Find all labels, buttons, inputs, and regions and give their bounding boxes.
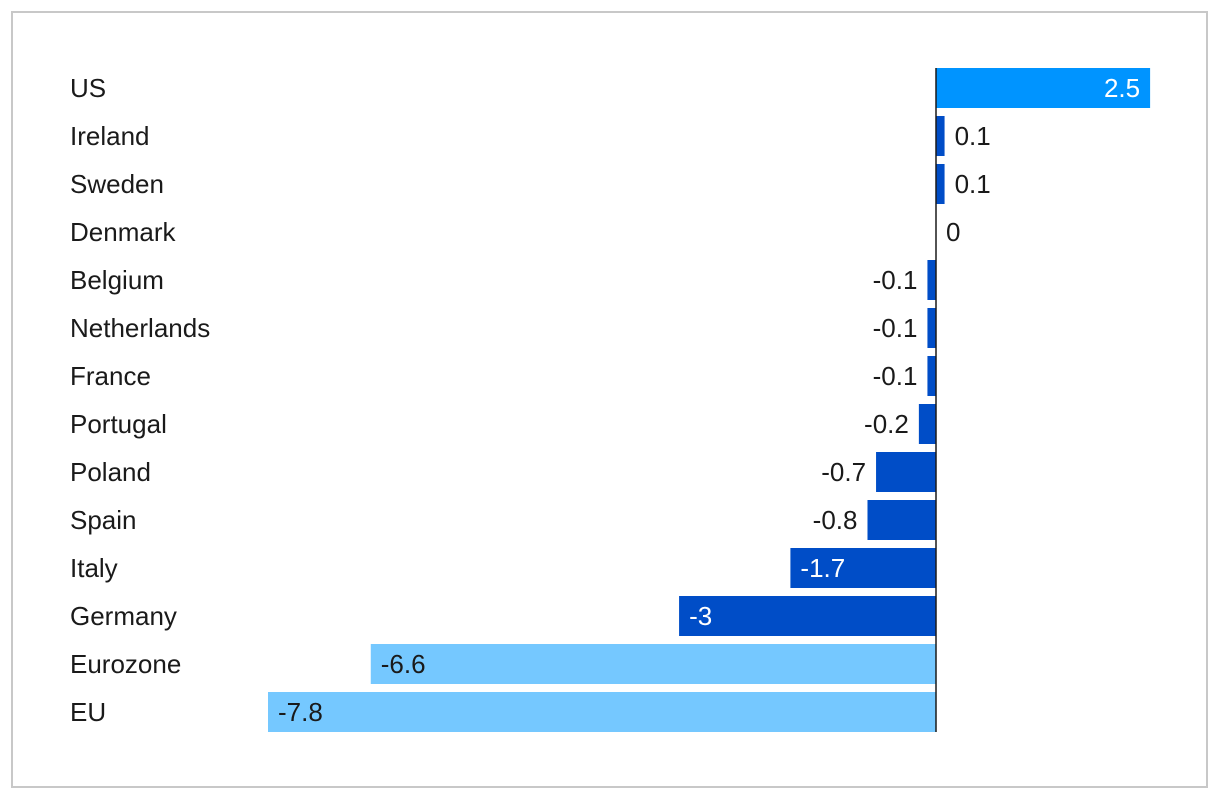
value-label-eu: -7.8 bbox=[278, 697, 323, 727]
category-label-sweden: Sweden bbox=[70, 169, 164, 199]
bar-sweden bbox=[936, 164, 945, 204]
value-label-italy: -1.7 bbox=[800, 553, 845, 583]
bar-eu bbox=[268, 692, 936, 732]
value-label-sweden: 0.1 bbox=[955, 169, 991, 199]
bar-spain bbox=[867, 500, 936, 540]
category-label-italy: Italy bbox=[70, 553, 118, 583]
bar-netherlands bbox=[927, 308, 936, 348]
bar-us bbox=[936, 68, 1151, 108]
bar-france bbox=[927, 356, 936, 396]
value-label-portugal: -0.2 bbox=[864, 409, 909, 439]
category-label-belgium: Belgium bbox=[70, 265, 164, 295]
category-label-netherlands: Netherlands bbox=[70, 313, 210, 343]
value-label-spain: -0.8 bbox=[813, 505, 858, 535]
bar-germany bbox=[679, 596, 936, 636]
value-label-ireland: 0.1 bbox=[955, 121, 991, 151]
category-label-spain: Spain bbox=[70, 505, 137, 535]
value-label-poland: -0.7 bbox=[821, 457, 866, 487]
category-label-france: France bbox=[70, 361, 151, 391]
value-label-eurozone: -6.6 bbox=[381, 649, 426, 679]
value-label-germany: -3 bbox=[689, 601, 712, 631]
value-label-belgium: -0.1 bbox=[873, 265, 918, 295]
value-label-us: 2.5 bbox=[1104, 73, 1140, 103]
category-label-us: US bbox=[70, 73, 106, 103]
bar-poland bbox=[876, 452, 936, 492]
bar-ireland bbox=[936, 116, 945, 156]
category-label-poland: Poland bbox=[70, 457, 151, 487]
bar-eurozone bbox=[370, 644, 936, 684]
value-label-netherlands: -0.1 bbox=[873, 313, 918, 343]
category-label-germany: Germany bbox=[70, 601, 177, 631]
category-label-portugal: Portugal bbox=[70, 409, 167, 439]
category-label-ireland: Ireland bbox=[70, 121, 150, 151]
bar-portugal bbox=[918, 404, 936, 444]
category-label-denmark: Denmark bbox=[70, 217, 176, 247]
bar-belgium bbox=[927, 260, 936, 300]
value-label-france: -0.1 bbox=[873, 361, 918, 391]
category-label-eu: EU bbox=[70, 697, 106, 727]
bar-italy bbox=[790, 548, 936, 588]
value-label-denmark: 0 bbox=[946, 217, 960, 247]
category-label-eurozone: Eurozone bbox=[70, 649, 181, 679]
